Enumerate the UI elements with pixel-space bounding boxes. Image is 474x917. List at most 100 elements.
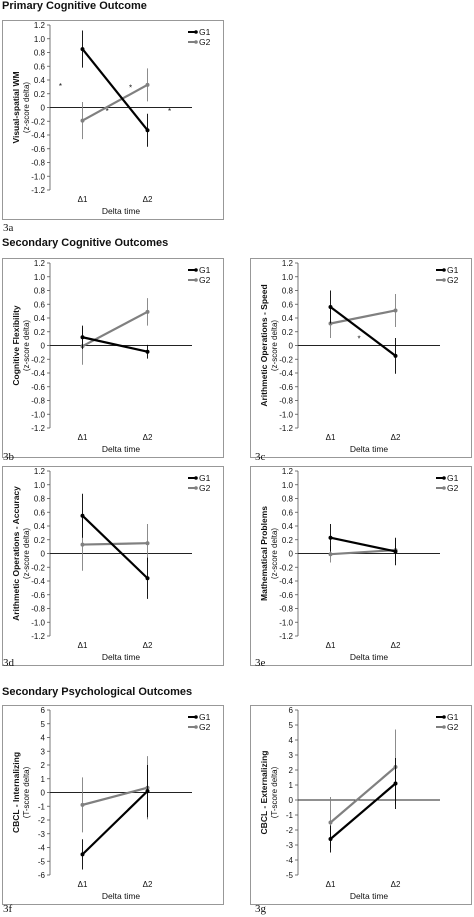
data-point-g2 [145,541,150,546]
y-tick-label: 0.8 [282,287,294,296]
significance-marker: * [106,107,109,116]
y-tick-label: 1.0 [282,273,294,282]
series-line-g2 [82,542,148,546]
y-tick-label: 0.2 [34,90,46,99]
significance-marker: * [59,82,62,91]
x-axis-title: Delta time [350,444,389,454]
y-axis-subtitle: (T-score delta) [22,766,31,818]
y-tick-label: 0.2 [282,536,294,545]
y-tick-label: -6 [38,871,46,880]
y-tick-label: 5 [289,721,294,730]
series-line-g2 [330,548,396,556]
y-tick-label: -2 [38,816,46,825]
y-tick-label: 0.6 [34,508,46,517]
y-axis-title: CBCL - Internalizing [11,752,21,833]
legend-marker-g1 [194,715,198,719]
legend-marker-g1 [442,268,446,272]
chart-panel-3c: -1.2 -1.0 -0.8 -0.6 -0.4 -0.2 0 0.2 0.4 0.6 0.8 1.0… [250,258,472,458]
legend-marker-g1 [194,268,198,272]
y-axis-subtitle: (z-score delta) [270,528,279,579]
chart-panel-3e: -1.2 -1.0 -0.8 -0.6 -0.4 -0.2 0 0.2 0.4 0.6 0.8 1.0… [250,466,472,666]
x-tick-label: Δ1 [326,880,336,889]
y-tick-label: -4 [286,856,294,865]
x-tick-label: Δ1 [326,433,336,442]
y-axis-subtitle: (z-score delta) [22,320,31,371]
x-tick-label: Δ2 [143,641,153,650]
legend-label-g2: G2 [199,37,211,47]
y-tick-label: -0.4 [279,369,293,378]
panel-label-3d: 3d [3,657,14,669]
y-tick-label: -1 [286,811,294,820]
panel-label-3e: 3e [255,657,266,669]
x-axis-title: Delta time [102,652,141,662]
y-tick-label: 0 [289,796,294,805]
chart-3a: -1.2 -1.0 -0.8 -0.6 -0.4 -0.2 0 0.2 0.4 0.6 0.8 1.0… [2,20,224,220]
chart-panel-3a: -1.2 -1.0 -0.8 -0.6 -0.4 -0.2 0 0.2 0.4 0.6 0.8 1.0… [2,20,224,220]
y-tick-label: -0.2 [31,117,45,126]
y-tick-label: -0.8 [31,159,45,168]
legend-label-g1: G1 [447,712,459,722]
y-tick-label: 1.2 [34,467,46,476]
legend-marker-g2 [194,486,198,490]
data-point-g2 [80,802,85,807]
series-line-g2 [82,786,148,806]
chart-3b: -1.2 -1.0 -0.8 -0.6 -0.4 -0.2 0 0.2 0.4 0.6 0.8 1.0… [2,258,224,458]
data-point-g1 [80,47,85,52]
y-tick-label: 0.6 [34,62,46,71]
y-tick-label: 1.2 [34,21,46,30]
y-tick-label: -0.4 [31,131,45,140]
series-line-g1 [81,514,149,580]
y-tick-label: -0.6 [279,383,293,392]
panel-label-3c: 3c [255,451,266,463]
section-title-secondary-psychological: Secondary Psychological Outcomes [2,686,193,698]
y-tick-label: 0 [289,550,294,559]
significance-marker: * [358,335,361,344]
series-line-g1 [329,782,397,840]
data-point-g2 [328,820,333,825]
y-tick-label: -1.0 [279,410,293,419]
y-tick-label: -0.2 [279,355,293,364]
y-tick-label: -1.0 [279,618,293,627]
y-tick-label: -1.2 [279,632,293,641]
y-tick-label: 0 [41,550,46,559]
y-axis-subtitle: (z-score delta) [270,320,279,371]
legend-label-g2: G2 [447,722,459,732]
legend-label-g2: G2 [447,275,459,285]
y-tick-label: 0 [41,789,46,798]
chart-3e: -1.2 -1.0 -0.8 -0.6 -0.4 -0.2 0 0.2 0.4 0.6 0.8 1.0… [250,466,472,666]
chart-panel-3f: -6 -5 -4 -3 -2 -1 0 1 2 3 4 5 6 Δ1 Δ2 Delta time CBCL - … [2,705,224,905]
y-tick-label: 6 [289,706,294,715]
data-point-g2 [145,309,150,314]
y-tick-label: -0.4 [279,577,293,586]
legend-marker-g1 [442,476,446,480]
x-axis-title: Delta time [350,891,389,901]
y-tick-label: 0 [289,342,294,351]
chart-frame [2,20,224,220]
data-point-g2 [80,542,85,547]
y-tick-label: -5 [286,871,294,880]
x-tick-label: Δ2 [143,433,153,442]
x-tick-label: Δ1 [78,880,88,889]
series-line-g1 [81,790,149,856]
significance-marker: * [168,107,171,116]
legend-marker-g1 [442,715,446,719]
series-line-g2 [330,309,396,325]
y-tick-label: 0.2 [34,536,46,545]
x-axis-title: Delta time [102,206,141,216]
panel-label-3b: 3b [3,451,14,463]
data-point-g1 [145,789,150,794]
y-tick-label: 0.6 [282,508,294,517]
x-axis-title: Delta time [350,652,389,662]
y-tick-label: -1.2 [31,632,45,641]
y-tick-label: -0.6 [31,591,45,600]
y-tick-label: -4 [38,844,46,853]
y-tick-label: -1.2 [31,424,45,433]
y-tick-label: -1.2 [31,186,45,195]
y-tick-label: 3 [41,747,46,756]
y-tick-label: 2 [41,761,46,770]
y-tick-label: 5 [41,720,46,729]
y-tick-label: -0.2 [31,563,45,572]
y-tick-label: 0.2 [282,328,294,337]
